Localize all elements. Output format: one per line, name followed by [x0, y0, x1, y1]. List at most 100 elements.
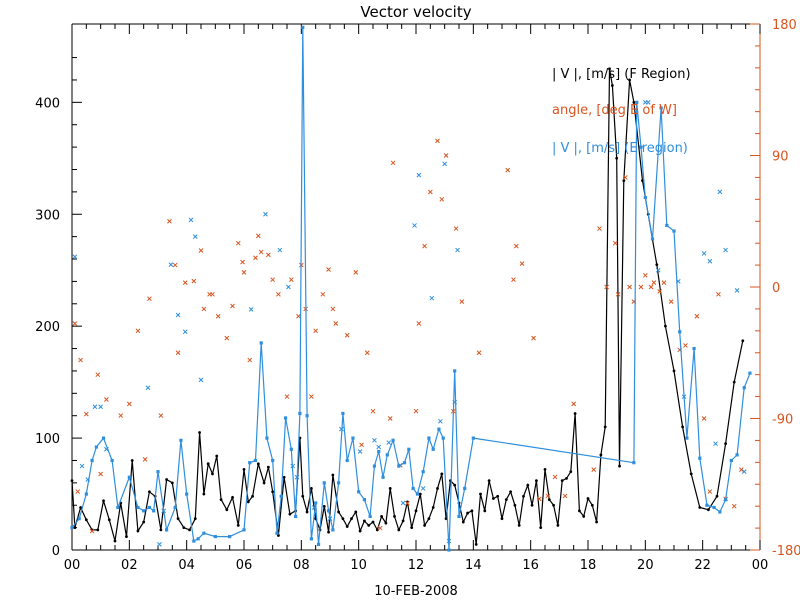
data-point	[142, 509, 146, 513]
data-point	[294, 514, 298, 519]
data-point-x	[311, 505, 317, 510]
x-tick-label: 00	[752, 558, 769, 573]
data-point	[622, 179, 626, 183]
data-point-x	[741, 469, 747, 475]
data-point-x	[266, 252, 271, 258]
data-point	[130, 459, 134, 462]
data-point	[402, 461, 407, 465]
data-point	[603, 425, 607, 429]
data-point	[632, 461, 636, 465]
data-point-x	[72, 321, 78, 326]
data-point-x	[118, 413, 124, 418]
data-point-x	[476, 350, 482, 356]
data-point	[492, 497, 495, 500]
data-point	[724, 498, 728, 502]
data-point	[641, 179, 644, 183]
data-point-x	[255, 233, 261, 239]
data-point-x	[707, 489, 713, 494]
data-point	[453, 483, 457, 487]
data-point-x	[89, 528, 95, 534]
y-left-tick-label: 300	[35, 208, 60, 223]
data-point	[73, 526, 77, 530]
data-point-x	[258, 249, 264, 255]
legend-angle: angle, [deg E of W]	[552, 103, 677, 118]
data-point	[147, 505, 151, 510]
data-point	[357, 490, 361, 494]
data-point-x	[147, 296, 152, 302]
data-point-x	[104, 446, 109, 452]
data-point-x	[376, 444, 382, 450]
data-point	[707, 508, 710, 512]
data-point	[179, 438, 183, 442]
data-point	[271, 458, 275, 463]
data-point	[219, 498, 223, 502]
data-point	[500, 517, 504, 521]
data-point	[582, 515, 586, 518]
data-point	[316, 542, 321, 547]
data-point-x	[683, 343, 688, 348]
data-point-x	[651, 280, 657, 285]
data-point-x	[427, 189, 433, 195]
data-point-x	[420, 486, 426, 491]
data-point	[474, 543, 478, 546]
data-point	[193, 517, 197, 521]
data-point	[265, 436, 269, 440]
data-point-x	[263, 211, 268, 217]
data-point-x	[191, 278, 197, 284]
data-point	[509, 490, 512, 494]
data-point-x	[707, 258, 713, 264]
data-point	[407, 447, 411, 451]
data-point	[513, 503, 517, 507]
data-point-x	[655, 267, 661, 273]
data-point-x	[390, 160, 396, 166]
data-point-x	[313, 328, 319, 334]
data-point-x	[253, 255, 258, 261]
data-point	[632, 100, 636, 104]
data-point	[599, 453, 603, 457]
data-point	[427, 436, 431, 440]
data-point-x	[701, 416, 707, 421]
data-point-x	[201, 306, 207, 312]
data-point	[479, 492, 482, 496]
y-left-tick-label: 100	[35, 432, 60, 447]
data-point-x	[604, 284, 609, 290]
data-point	[337, 481, 341, 485]
data-point	[463, 486, 467, 491]
data-point	[530, 503, 534, 507]
data-point-x	[545, 493, 551, 499]
data-point	[650, 237, 655, 241]
data-point-x	[459, 299, 465, 304]
data-point	[483, 509, 487, 513]
data-point-x	[126, 401, 132, 407]
data-point	[350, 517, 353, 521]
data-point	[358, 529, 362, 533]
x-tick-label: 08	[293, 558, 310, 573]
data-point-x	[288, 277, 294, 283]
data-point	[206, 462, 210, 466]
data-point-x	[657, 289, 663, 294]
data-point-x	[188, 217, 194, 223]
y-right-tick-label: -180	[772, 544, 800, 559]
data-point-x	[638, 284, 644, 290]
data-point	[411, 486, 415, 491]
series-layer	[70, 25, 752, 552]
data-point	[309, 487, 313, 490]
data-point	[213, 534, 217, 539]
data-point-x	[442, 161, 448, 167]
y-left-tick-label: 400	[35, 96, 60, 111]
data-point-x	[158, 413, 164, 418]
data-point	[436, 487, 439, 490]
data-point-x	[104, 397, 109, 402]
data-point	[192, 539, 196, 543]
data-point-x	[357, 449, 363, 454]
data-point-x	[182, 329, 188, 335]
data-point-x	[386, 440, 392, 445]
x-tick-label: 04	[178, 558, 195, 573]
data-point	[271, 490, 275, 494]
data-point	[401, 519, 405, 523]
data-point	[251, 494, 255, 498]
y-left-tick-label: 200	[35, 320, 60, 335]
data-point	[471, 436, 475, 440]
data-point	[628, 78, 631, 82]
data-point	[102, 499, 105, 503]
